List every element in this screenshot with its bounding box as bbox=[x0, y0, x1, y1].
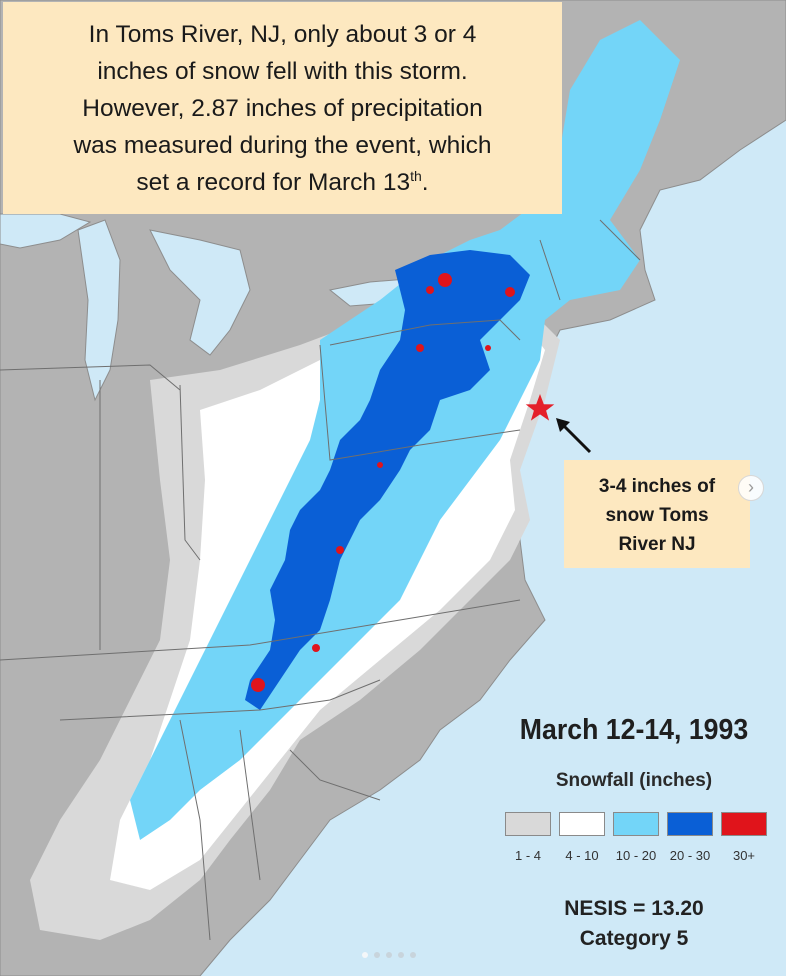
caption-text: set a record for March 13 bbox=[136, 169, 411, 196]
lake-superior bbox=[0, 213, 92, 249]
legend-swatch bbox=[721, 812, 767, 836]
lake-huron bbox=[149, 229, 251, 356]
chevron-right-icon: › bbox=[748, 477, 754, 497]
legend-label: 1 - 4 bbox=[514, 848, 541, 863]
legend-swatch bbox=[613, 812, 659, 836]
legend-swatch bbox=[505, 812, 551, 836]
legend-label: 20 - 30 bbox=[669, 848, 711, 863]
heavy-snow-spot bbox=[505, 287, 515, 297]
heavy-snow-spot bbox=[251, 678, 265, 692]
legend-swatch bbox=[559, 812, 605, 836]
callout-line: 3-4 inches of bbox=[598, 476, 716, 497]
caption-line: was measured during the event, which bbox=[73, 132, 492, 159]
next-slide-button[interactable]: › bbox=[738, 475, 764, 501]
legend-swatches bbox=[505, 812, 767, 838]
heavy-snow-spot bbox=[426, 286, 434, 294]
legend-label: 30+ bbox=[732, 848, 756, 863]
callout-line: River NJ bbox=[618, 534, 696, 555]
heavy-snow-spot bbox=[485, 345, 491, 351]
heavy-snow-spot bbox=[312, 644, 320, 652]
legend-subtitle: Snowfall (inches) bbox=[555, 770, 713, 791]
snow-20-30 bbox=[245, 250, 530, 710]
callout-line: snow Toms bbox=[605, 505, 709, 526]
nesis-score: NESIS = 13.20 bbox=[564, 897, 704, 920]
carousel-dot[interactable] bbox=[374, 952, 380, 958]
caption-line: In Toms River, NJ, only about 3 or 4 bbox=[88, 21, 477, 48]
heavy-snow-spot bbox=[336, 546, 344, 554]
carousel-dot[interactable] bbox=[410, 952, 416, 958]
nesis-box: NESIS = 13.20 Category 5 bbox=[496, 894, 772, 954]
legend-label: 4 - 10 bbox=[565, 848, 599, 863]
legend-title: March 12-14, 1993 bbox=[519, 714, 749, 746]
legend-label: 10 - 20 bbox=[615, 848, 657, 863]
caption-superscript: th bbox=[410, 167, 422, 184]
caption-box: In Toms River, NJ, only about 3 or 4 inc… bbox=[3, 2, 562, 214]
heavy-snow-spot bbox=[438, 273, 452, 287]
snow-30-plus bbox=[251, 273, 515, 692]
arrow-icon bbox=[556, 418, 592, 454]
carousel-dots bbox=[362, 952, 432, 962]
heavy-snow-spot bbox=[416, 344, 424, 352]
caption-line: However, 2.87 inches of precipitation bbox=[82, 95, 483, 122]
caption-line: inches of snow fell with this storm. bbox=[97, 58, 468, 85]
caption-line: set a record for March 13th. bbox=[17, 164, 548, 201]
toms-river-callout: 3-4 inches of snow Toms River NJ bbox=[564, 460, 750, 568]
star-icon bbox=[525, 394, 555, 421]
heavy-snow-spot bbox=[377, 462, 383, 468]
nesis-category: Category 5 bbox=[579, 927, 689, 950]
lake-michigan bbox=[77, 219, 121, 402]
caption-period: . bbox=[421, 169, 429, 196]
carousel-dot[interactable] bbox=[398, 952, 404, 958]
legend-swatch bbox=[667, 812, 713, 836]
carousel-dot[interactable] bbox=[386, 952, 392, 958]
carousel-dot[interactable] bbox=[362, 952, 368, 958]
state-borders bbox=[0, 219, 641, 941]
